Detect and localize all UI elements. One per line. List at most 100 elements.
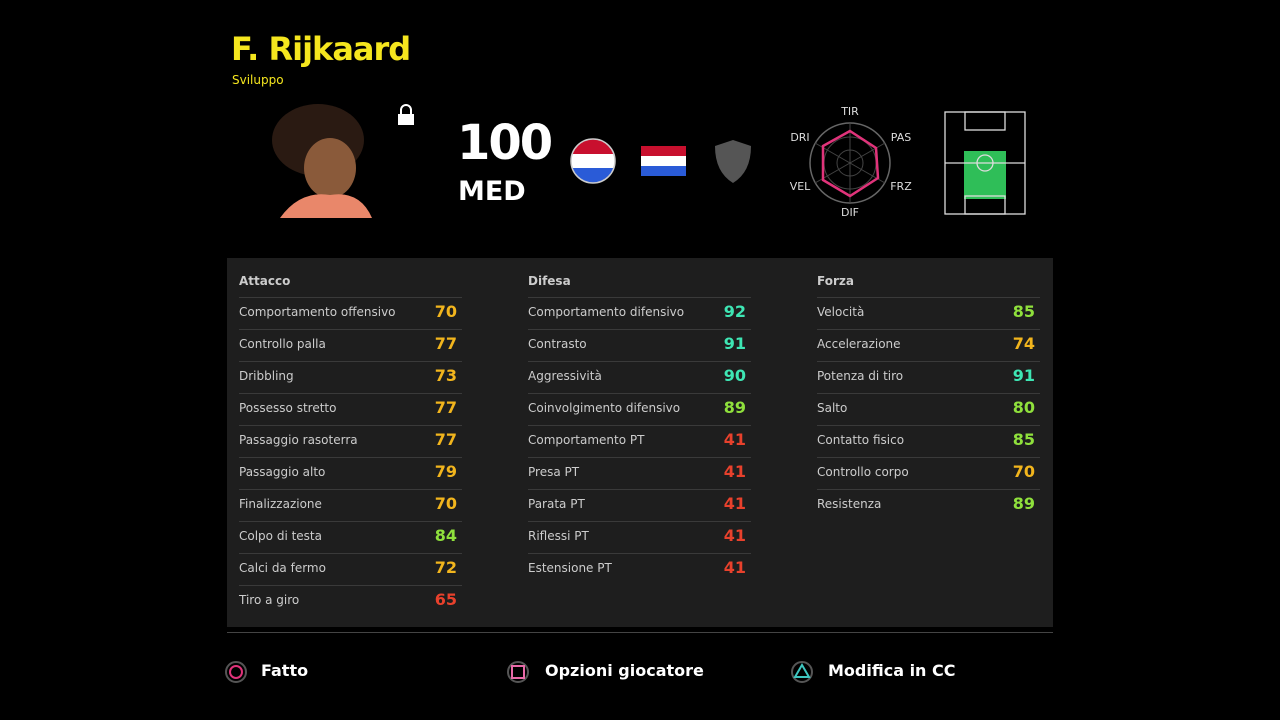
row-divider <box>817 489 1040 490</box>
radar: TIR PAS FRZ DIF VEL DRI <box>790 105 913 219</box>
position: MED <box>458 176 526 207</box>
subtitle: Sviluppo <box>232 73 284 87</box>
stat-name: Contatto fisico <box>817 433 905 447</box>
stat-name: Contrasto <box>528 337 587 351</box>
row-divider <box>239 553 462 554</box>
stat-name: Passaggio rasoterra <box>239 433 358 447</box>
stat-value: 90 <box>723 366 746 385</box>
row-divider <box>817 329 1040 330</box>
stat-value: 85 <box>1012 302 1035 321</box>
stat-name: Coinvolgimento difensivo <box>528 401 681 415</box>
nation-flag <box>641 146 686 176</box>
stat-value: 41 <box>723 526 746 545</box>
stat-value: 41 <box>723 430 746 449</box>
stat-value: 65 <box>434 590 457 609</box>
row-divider <box>239 489 462 490</box>
row-divider <box>817 457 1040 458</box>
radar-label: PAS <box>891 131 911 144</box>
stat-name: Resistenza <box>817 497 882 511</box>
row-divider <box>239 425 462 426</box>
row-divider <box>817 425 1040 426</box>
row-divider <box>817 297 1040 298</box>
stat-value: 85 <box>1012 430 1035 449</box>
button-label[interactable]: Modifica in CC <box>828 661 956 680</box>
overall-rating: 100 <box>457 115 553 171</box>
radar-label: DIF <box>841 206 859 219</box>
button-label[interactable]: Opzioni giocatore <box>545 661 704 680</box>
stat-value: 91 <box>723 334 746 353</box>
stat-value: 89 <box>1012 494 1035 513</box>
stat-value: 70 <box>434 302 457 321</box>
row-divider <box>528 521 751 522</box>
row-divider <box>239 585 462 586</box>
row-divider <box>817 361 1040 362</box>
pitch <box>944 111 1026 215</box>
stat-name: Velocità <box>817 305 865 319</box>
row-divider <box>239 329 462 330</box>
stat-name: Controllo corpo <box>817 465 909 479</box>
stat-name: Passaggio alto <box>239 465 326 479</box>
radar-label: VEL <box>790 180 811 193</box>
button-label[interactable]: Fatto <box>261 661 309 680</box>
stat-value: 41 <box>723 494 746 513</box>
stat-name: Potenza di tiro <box>817 369 904 383</box>
column-title: Forza <box>817 274 854 288</box>
row-divider <box>239 361 462 362</box>
row-divider <box>528 553 751 554</box>
stat-value: 73 <box>434 366 457 385</box>
button-icons <box>225 661 813 683</box>
stat-value: 92 <box>723 302 746 321</box>
stat-name: Comportamento offensivo <box>239 305 396 319</box>
stat-value: 70 <box>434 494 457 513</box>
radar-label: TIR <box>840 105 859 118</box>
column-title: Difesa <box>528 274 571 288</box>
stat-value: 77 <box>434 334 457 353</box>
stat-value: 89 <box>723 398 746 417</box>
stat-name: Comportamento PT <box>528 433 645 447</box>
stat-value: 84 <box>434 526 457 545</box>
stat-value: 77 <box>434 430 457 449</box>
row-divider <box>528 489 751 490</box>
stat-value: 91 <box>1012 366 1035 385</box>
club-shield <box>715 140 751 183</box>
row-divider <box>239 297 462 298</box>
footer-divider <box>227 632 1053 633</box>
row-divider <box>528 425 751 426</box>
stat-value: 80 <box>1012 398 1035 417</box>
stat-value: 70 <box>1012 462 1035 481</box>
stat-name: Colpo di testa <box>239 529 322 543</box>
stat-name: Estensione PT <box>528 561 612 575</box>
stat-name: Calci da fermo <box>239 561 326 575</box>
player-name: F. Rijkaard <box>231 30 411 68</box>
stat-name: Possesso stretto <box>239 401 337 415</box>
stat-name: Accelerazione <box>817 337 901 351</box>
stat-name: Presa PT <box>528 465 580 479</box>
row-divider <box>239 521 462 522</box>
stat-name: Aggressività <box>528 369 602 383</box>
radar-label: FRZ <box>890 180 912 193</box>
stat-value: 72 <box>434 558 457 577</box>
row-divider <box>239 393 462 394</box>
stat-name: Salto <box>817 401 848 415</box>
stats-panel <box>227 258 1053 627</box>
stat-value: 41 <box>723 558 746 577</box>
header-graphics: TIR PAS FRZ DIF VEL DRI <box>272 104 1026 219</box>
row-divider <box>528 329 751 330</box>
stat-value: 41 <box>723 462 746 481</box>
row-divider <box>528 297 751 298</box>
stat-name: Dribbling <box>239 369 294 383</box>
stat-name: Comportamento difensivo <box>528 305 685 319</box>
row-divider <box>528 361 751 362</box>
stat-value: 79 <box>434 462 457 481</box>
player-photo <box>272 104 372 218</box>
lock-icon <box>398 104 414 125</box>
row-divider <box>528 393 751 394</box>
radar-label: DRI <box>790 131 809 144</box>
stat-value: 77 <box>434 398 457 417</box>
row-divider <box>528 457 751 458</box>
stat-name: Finalizzazione <box>239 497 322 511</box>
nation-flag-round <box>570 138 616 184</box>
stat-value: 74 <box>1012 334 1035 353</box>
stat-name: Controllo palla <box>239 337 326 351</box>
